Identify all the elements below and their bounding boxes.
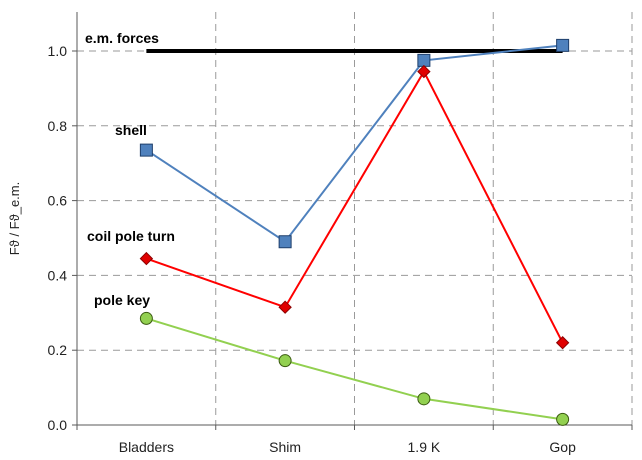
series-label-shell: shell <box>115 122 147 138</box>
series-line-pole-key <box>146 317 563 421</box>
y-tick-label: 0.8 <box>48 118 68 134</box>
x-tick-label: Shim <box>269 439 301 455</box>
series-label-e-m-forces: e.m. forces <box>85 30 159 46</box>
data-point-shell <box>417 53 431 67</box>
series-line-coil-pole-turn <box>146 69 564 344</box>
y-tick-label: 0.2 <box>48 342 68 358</box>
series-label-coil-pole-turn: coil pole turn <box>87 228 175 244</box>
data-point-shell <box>278 235 292 249</box>
data-point-coil-pole-turn <box>139 251 154 266</box>
series-group <box>139 38 570 426</box>
data-point-shell <box>556 38 570 52</box>
data-point-pole-key <box>417 392 431 406</box>
data-point-coil-pole-turn <box>278 300 292 314</box>
y-axis-title: Fϑ / Fϑ_e.m. <box>7 182 22 255</box>
data-point-pole-key <box>278 354 292 368</box>
data-point-pole-key <box>556 412 570 426</box>
x-tick-label: Bladders <box>119 439 174 455</box>
series-label-pole-key: pole key <box>94 292 150 308</box>
data-point-pole-key <box>139 311 153 325</box>
tick-labels: 0.0 0.2 0.4 0.6 0.8 1.0 Bladders Shim 1.9 K Gop <box>48 43 577 455</box>
y-tick-label: 0.4 <box>48 267 68 283</box>
data-point-coil-pole-turn <box>417 64 431 79</box>
data-point-shell <box>139 143 153 157</box>
x-tick-label: 1.9 K <box>408 439 441 455</box>
series-labels: e.m. forces shell coil pole turn pole key <box>85 30 175 308</box>
series-line-shell <box>145 44 563 244</box>
x-tick-label: Gop <box>549 439 576 455</box>
grid-lines <box>77 12 633 425</box>
y-tick-label: 0.0 <box>48 417 68 433</box>
y-tick-label: 0.6 <box>48 193 68 209</box>
data-point-coil-pole-turn <box>555 336 570 350</box>
axes <box>72 12 633 430</box>
y-tick-label: 1.0 <box>48 43 68 59</box>
